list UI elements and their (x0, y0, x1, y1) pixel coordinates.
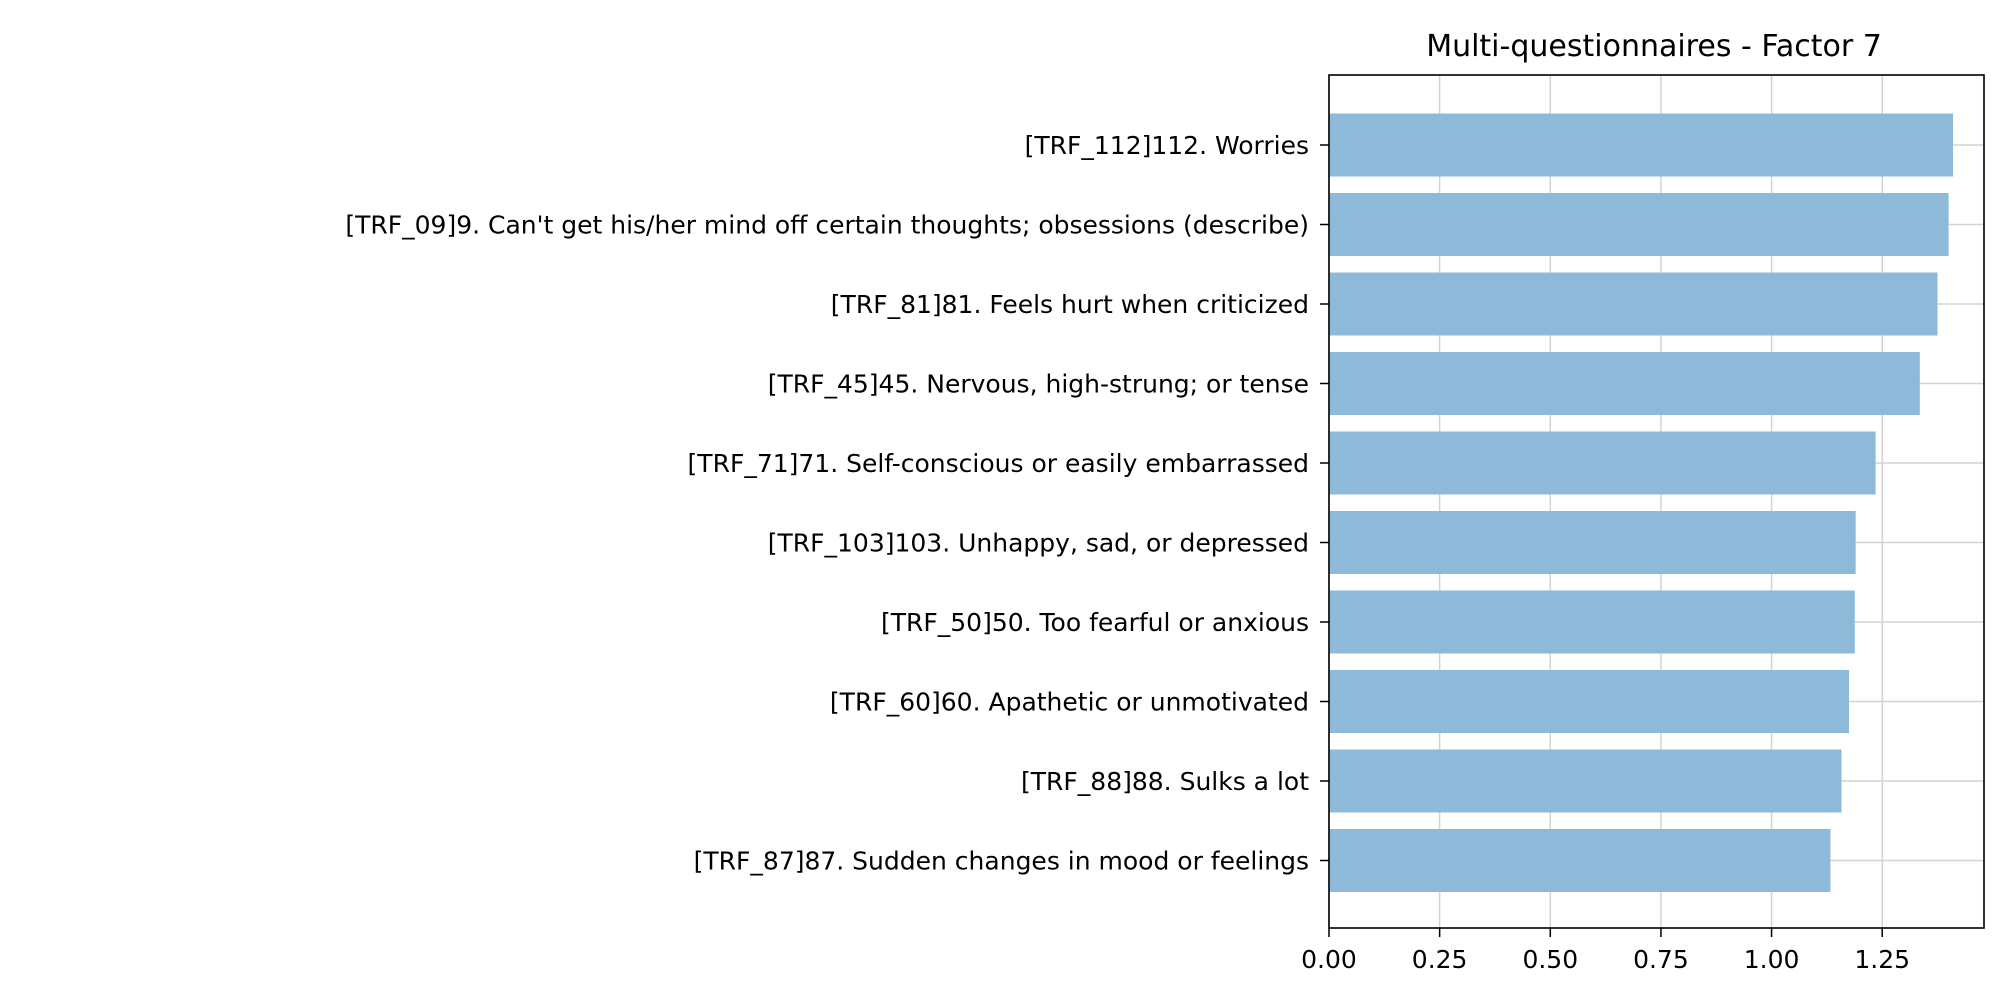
bar (1329, 193, 1949, 256)
y-tick-label: [TRF_88]88. Sulks a lot (1021, 767, 1309, 796)
x-tick-label: 1.00 (1744, 945, 1800, 974)
x-tick-labels: 0.00 0.25 0.50 0.75 1.00 1.25 (1301, 945, 1910, 974)
y-tick-label: [TRF_71]71. Self-conscious or easily emb… (688, 449, 1309, 478)
y-tick-label: [TRF_81]81. Feels hurt when criticized (831, 290, 1309, 319)
x-tick-label: 0.25 (1412, 945, 1468, 974)
bar (1329, 590, 1855, 654)
y-tick-label: [TRF_45]45. Nervous, high-strung; or ten… (768, 370, 1309, 399)
bars-layer (1329, 113, 1954, 892)
y-tick-label: [TRF_87]87. Sudden changes in mood or fe… (694, 847, 1309, 876)
plot-frame (1328, 74, 1985, 929)
x-tick-label: 0.50 (1522, 945, 1578, 974)
y-tick-label: [TRF_09]9. Can't get his/her mind off ce… (345, 211, 1309, 240)
y-tick-labels: [TRF_112]112. Worries [TRF_09]9. Can't ge… (345, 131, 1309, 876)
y-tick-label: [TRF_60]60. Apathetic or unmotivated (830, 688, 1309, 717)
bar (1329, 113, 1954, 177)
bar (1329, 511, 1856, 574)
bar (1329, 670, 1850, 733)
y-tick-label: [TRF_112]112. Worries (1025, 131, 1309, 160)
bar (1329, 829, 1831, 892)
bar (1329, 749, 1842, 813)
bar (1329, 352, 1920, 415)
y-tick-label: [TRF_103]103. Unhappy, sad, or depressed (768, 529, 1309, 558)
bar (1329, 431, 1876, 495)
bar (1329, 272, 1938, 336)
x-tick-label: 1.25 (1854, 945, 1910, 974)
x-tick-label: 0.00 (1301, 945, 1357, 974)
y-tick-label: [TRF_50]50. Too fearful or anxious (881, 608, 1309, 637)
chart-title: Multi-questionnaires - Factor 7 (1426, 29, 1882, 64)
x-tick-label: 0.75 (1633, 945, 1689, 974)
